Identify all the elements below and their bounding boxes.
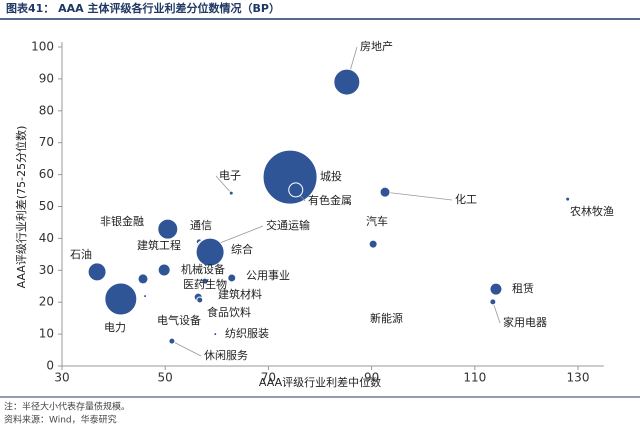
bubble <box>168 337 176 345</box>
y-tick-label: 100 <box>31 40 54 54</box>
bubble <box>228 190 234 196</box>
bubble <box>157 263 171 277</box>
leader-line <box>492 301 501 324</box>
bubble <box>137 273 149 285</box>
x-tick-label: 70 <box>261 371 276 385</box>
point-label: 建筑工程 <box>137 238 181 252</box>
bubble <box>195 237 225 267</box>
point-label: 家用电器 <box>503 315 547 329</box>
point-label: 农林牧渔 <box>570 204 614 218</box>
bubble <box>227 273 237 283</box>
bubble <box>262 149 318 205</box>
bubble <box>489 298 497 306</box>
point-label: 交通运输 <box>266 218 310 232</box>
point-label: 租赁 <box>512 281 534 295</box>
y-tick-label: 0 <box>46 359 54 373</box>
point-label: 新能源 <box>370 311 403 325</box>
x-tick-label: 130 <box>567 371 590 385</box>
y-tick-label: 80 <box>39 103 54 117</box>
point-label: 有色金属 <box>308 193 352 207</box>
point-label: 纺织服装 <box>225 326 269 340</box>
bubble <box>87 262 107 282</box>
point-label: 城投 <box>320 169 342 183</box>
y-tick-label: 50 <box>39 199 54 213</box>
bubble <box>288 182 304 198</box>
point-label: 电气设备 <box>157 313 201 327</box>
y-tick-label: 60 <box>39 167 54 181</box>
point-label: 房地产 <box>360 39 393 53</box>
y-tick-label: 30 <box>39 263 54 277</box>
bubble <box>372 316 377 321</box>
bubble <box>379 186 391 198</box>
y-tick-label: 90 <box>39 71 54 85</box>
point-label: 电子 <box>219 169 241 182</box>
bubble <box>201 277 209 285</box>
bubble <box>333 68 361 96</box>
point-label: 石油 <box>70 247 92 261</box>
y-tick-label: 10 <box>39 327 54 341</box>
point-label: 通信 <box>190 219 212 232</box>
bubble <box>213 332 218 337</box>
point-label: 公用事业 <box>246 269 290 282</box>
bubble <box>196 296 204 304</box>
leader-line <box>215 175 232 194</box>
x-tick-label: 90 <box>364 371 379 385</box>
point-label: 机械设备 <box>181 262 225 276</box>
bubble <box>489 282 503 296</box>
point-label: 非银金融 <box>100 214 144 228</box>
point-label: 汽车 <box>366 214 388 228</box>
leader-line <box>384 191 453 201</box>
point-label: 建筑材料 <box>218 287 262 301</box>
bubble <box>565 196 571 202</box>
x-tick-label: 110 <box>463 371 486 385</box>
y-axis-label: AAA评级行业利差(75-25分位数) <box>14 126 28 289</box>
y-tick-label: 40 <box>39 231 54 245</box>
point-label: 医药生物 <box>183 277 227 291</box>
source: 资料来源：Wind，华泰研究 <box>4 414 117 425</box>
note: 注：半径大小代表存量债规模。 <box>4 401 130 413</box>
point-label: 电力 <box>104 321 126 334</box>
bubble <box>104 282 138 316</box>
bubble <box>157 218 179 240</box>
x-tick-label: 30 <box>54 371 69 385</box>
y-tick-label: 20 <box>39 295 54 309</box>
bubble <box>143 294 148 299</box>
bubble <box>368 239 378 249</box>
point-label: 化工 <box>455 192 477 206</box>
point-label: 休闲服务 <box>204 348 248 362</box>
x-axis-label: AAA评级行业利差中位数 <box>259 375 381 389</box>
leader-line <box>171 340 202 357</box>
chart-title: 图表41： AAA 主体评级各行业利差分位数情况（BP） <box>6 1 280 15</box>
x-tick-label: 50 <box>158 371 173 385</box>
y-tick-label: 70 <box>39 135 54 149</box>
point-label: 综合 <box>231 242 253 256</box>
point-label: 食品饮料 <box>207 305 251 319</box>
